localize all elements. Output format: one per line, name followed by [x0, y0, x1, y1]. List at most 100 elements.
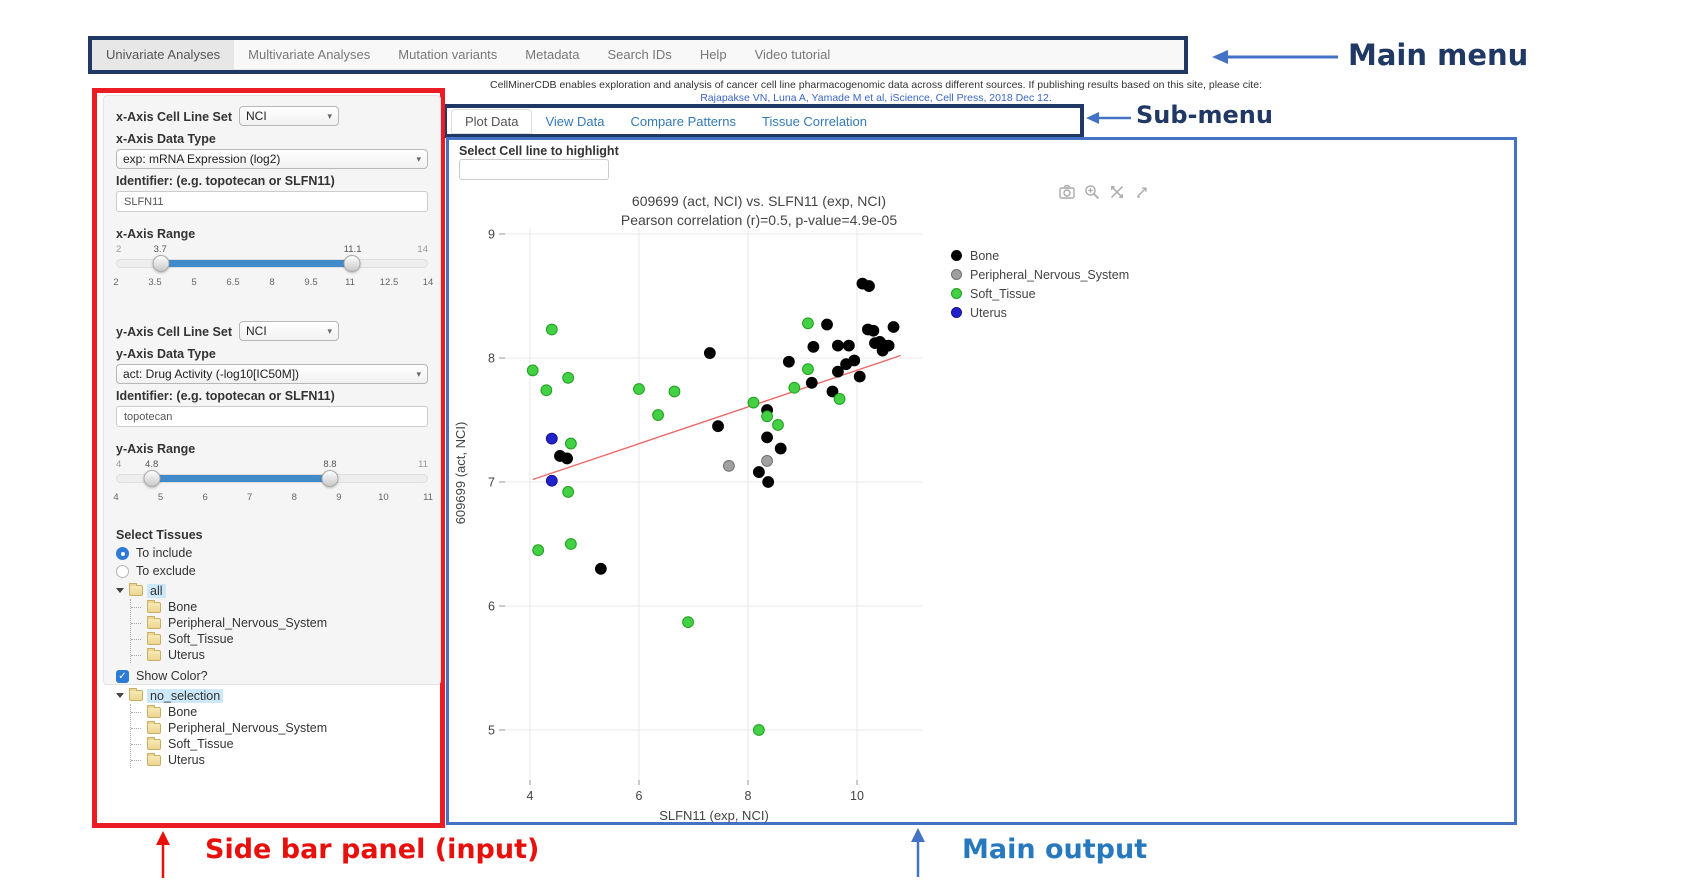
tree-item-label: Uterus: [168, 648, 205, 662]
slider-handle-low[interactable]: [152, 255, 170, 272]
x-cell-line-set-value: NCI: [246, 109, 267, 123]
data-point-soft_tissue: [545, 323, 558, 336]
folder-icon: [129, 688, 143, 701]
data-point-soft_tissue: [564, 437, 577, 450]
plot-toolbar: [1059, 184, 1150, 200]
show-color-checkbox[interactable]: ✓ Show Color?: [116, 669, 428, 683]
tree-item-bone[interactable]: Bone: [131, 704, 428, 720]
slider-scale-label: 11: [423, 492, 433, 503]
data-point-soft_tissue: [526, 364, 539, 377]
slider-handle-low[interactable]: [143, 470, 161, 487]
data-point-bone: [832, 339, 844, 352]
zoom-icon[interactable]: [1084, 184, 1100, 200]
tissues-include-radio[interactable]: To include: [116, 546, 428, 560]
camera-icon[interactable]: [1059, 184, 1075, 200]
y-data-type-select[interactable]: act: Drug Activity (-log10[IC50M]) ▾: [116, 364, 428, 384]
data-point-bone: [826, 385, 839, 398]
y-identifier-input[interactable]: topotecan: [116, 406, 428, 427]
y-cell-line-set-select[interactable]: NCI ▾: [239, 321, 340, 341]
legend-item-bone[interactable]: Bone: [951, 246, 1129, 265]
data-point-soft_tissue: [562, 486, 575, 498]
legend-label: Soft_Tissue: [970, 286, 1036, 301]
slider-high-value: 11.1: [343, 244, 362, 255]
x-identifier-value: SLFN11: [124, 195, 164, 208]
tree-caret-icon[interactable]: [116, 693, 124, 698]
main-menu-annotation-arrow: [1212, 50, 1338, 64]
legend-dot: [951, 307, 962, 318]
tree-item-bone[interactable]: Bone: [131, 599, 428, 615]
highlight-cell-line-input[interactable]: [459, 159, 609, 180]
data-point-uterus: [545, 474, 558, 487]
legend-item-peripheral_nervous_system[interactable]: Peripheral_Nervous_System: [951, 265, 1129, 284]
tissues-exclude-radio[interactable]: To exclude: [116, 564, 428, 578]
data-point-soft_tissue: [772, 419, 784, 431]
x-tick-label: 6: [636, 789, 643, 803]
tree-children: Bone Peripheral_Nervous_System Soft_Tissue…: [130, 599, 428, 663]
legend-dot: [951, 288, 962, 299]
tree-root-all[interactable]: all: [116, 582, 428, 599]
tree-root-label: all: [147, 583, 166, 598]
tree-item-soft_tissue[interactable]: Soft_Tissue: [131, 631, 428, 647]
tab-plot-data[interactable]: Plot Data: [451, 108, 533, 134]
pan-icon[interactable]: [1109, 184, 1125, 200]
x-data-type-select[interactable]: exp: mRNA Expression (log2) ▾: [116, 149, 428, 169]
folder-icon: [147, 631, 161, 645]
slider-scale-label: 11: [345, 277, 355, 288]
tissue-tree-all: all Bone Peripheral_Nervous_System Soft_Tis…: [116, 582, 428, 663]
menu-item-help[interactable]: Help: [699, 47, 727, 62]
tree-item-peripheral_nervous_system[interactable]: Peripheral_Nervous_System: [131, 615, 428, 631]
tree-item-uterus[interactable]: Uterus: [131, 752, 428, 768]
data-point-soft_tissue: [682, 616, 694, 629]
tissues-include-label: To include: [136, 546, 193, 560]
x-cell-line-set-select[interactable]: NCI ▾: [239, 106, 340, 126]
menu-item-multivariate-analyses[interactable]: Multivariate Analyses: [248, 47, 371, 62]
autoscale-icon[interactable]: [1134, 184, 1150, 200]
tissue-tree-color: no_selection Bone Peripheral_Nervous_Syste…: [116, 687, 428, 768]
data-point-uterus: [545, 432, 558, 445]
data-point-soft_tissue: [753, 724, 765, 736]
tab-compare-patterns[interactable]: Compare Patterns: [630, 113, 737, 129]
scatter-plot[interactable]: 5 6 7 8 9 4 6 8 10 SLFN11 (exp, NCI) 609699 (act, …: [449, 173, 949, 825]
slider-scale-label: 9: [336, 492, 342, 503]
menu-item-search-ids[interactable]: Search IDs: [607, 47, 672, 62]
menu-item-univariate-analyses[interactable]: Univariate Analyses: [92, 40, 235, 69]
trend-line: [532, 354, 901, 481]
slider-handle-high[interactable]: [321, 470, 339, 487]
slider-scale-label: 8: [291, 492, 297, 503]
tree-item-uterus[interactable]: Uterus: [131, 647, 428, 663]
data-point-bone: [840, 358, 853, 371]
data-point-soft_tissue: [633, 383, 645, 395]
radio-checked-icon: [116, 546, 129, 560]
menu-item-video-tutorial[interactable]: Video tutorial: [754, 47, 831, 62]
data-point-bone: [782, 355, 795, 368]
slider-track[interactable]: [116, 255, 428, 272]
tab-tissue-correlation[interactable]: Tissue Correlation: [762, 113, 868, 129]
menu-item-metadata[interactable]: Metadata: [525, 47, 580, 62]
slider-track[interactable]: [116, 470, 428, 487]
legend-item-soft_tissue[interactable]: Soft_Tissue: [951, 284, 1129, 303]
sidebar-annotation-label: Side bar panel (input): [205, 834, 540, 865]
plot-subtitle: Pearson correlation (r)=0.5, p-value=4.9…: [620, 212, 898, 228]
sub-menu-tab-bar: Plot Data View Data Compare Patterns Tissue…: [447, 108, 1080, 134]
x-identifier-input[interactable]: SLFN11: [116, 191, 428, 212]
tab-view-data[interactable]: View Data: [545, 113, 605, 129]
x-range-slider[interactable]: 2 14 3.7 11.1 2 3.5 5 6.5 8 9.5 11 12.5 14: [113, 244, 433, 294]
tree-item-label: Bone: [168, 705, 198, 719]
tree-item-peripheral_nervous_system[interactable]: Peripheral_Nervous_System: [131, 720, 428, 736]
legend-item-uterus[interactable]: Uterus: [951, 303, 1129, 322]
tree-root-no_selection[interactable]: no_selection: [116, 687, 428, 704]
slider-high-value: 8.8: [323, 459, 337, 470]
slider-handle-high[interactable]: [343, 255, 361, 272]
main-menu-annotation-box: Univariate Analyses Multivariate Analyses…: [88, 36, 1188, 74]
chevron-down-icon: ▾: [327, 325, 333, 336]
x-identifier-label: Identifier: (e.g. topotecan or SLFN11): [116, 174, 335, 188]
tree-caret-icon[interactable]: [116, 588, 124, 593]
menu-item-mutation-variants[interactable]: Mutation variants: [398, 47, 498, 62]
data-point-bone: [853, 370, 866, 383]
y-range-slider[interactable]: 4 11 4.8 8.8 4 5 6 7 8 9 10 11: [113, 459, 433, 509]
data-point-soft_tissue: [833, 393, 846, 405]
tree-item-soft_tissue[interactable]: Soft_Tissue: [131, 736, 428, 752]
citation-link[interactable]: Rajapakse VN, Luna A, Yamade M et al, iS…: [700, 92, 1052, 104]
data-point-bone: [832, 365, 844, 378]
